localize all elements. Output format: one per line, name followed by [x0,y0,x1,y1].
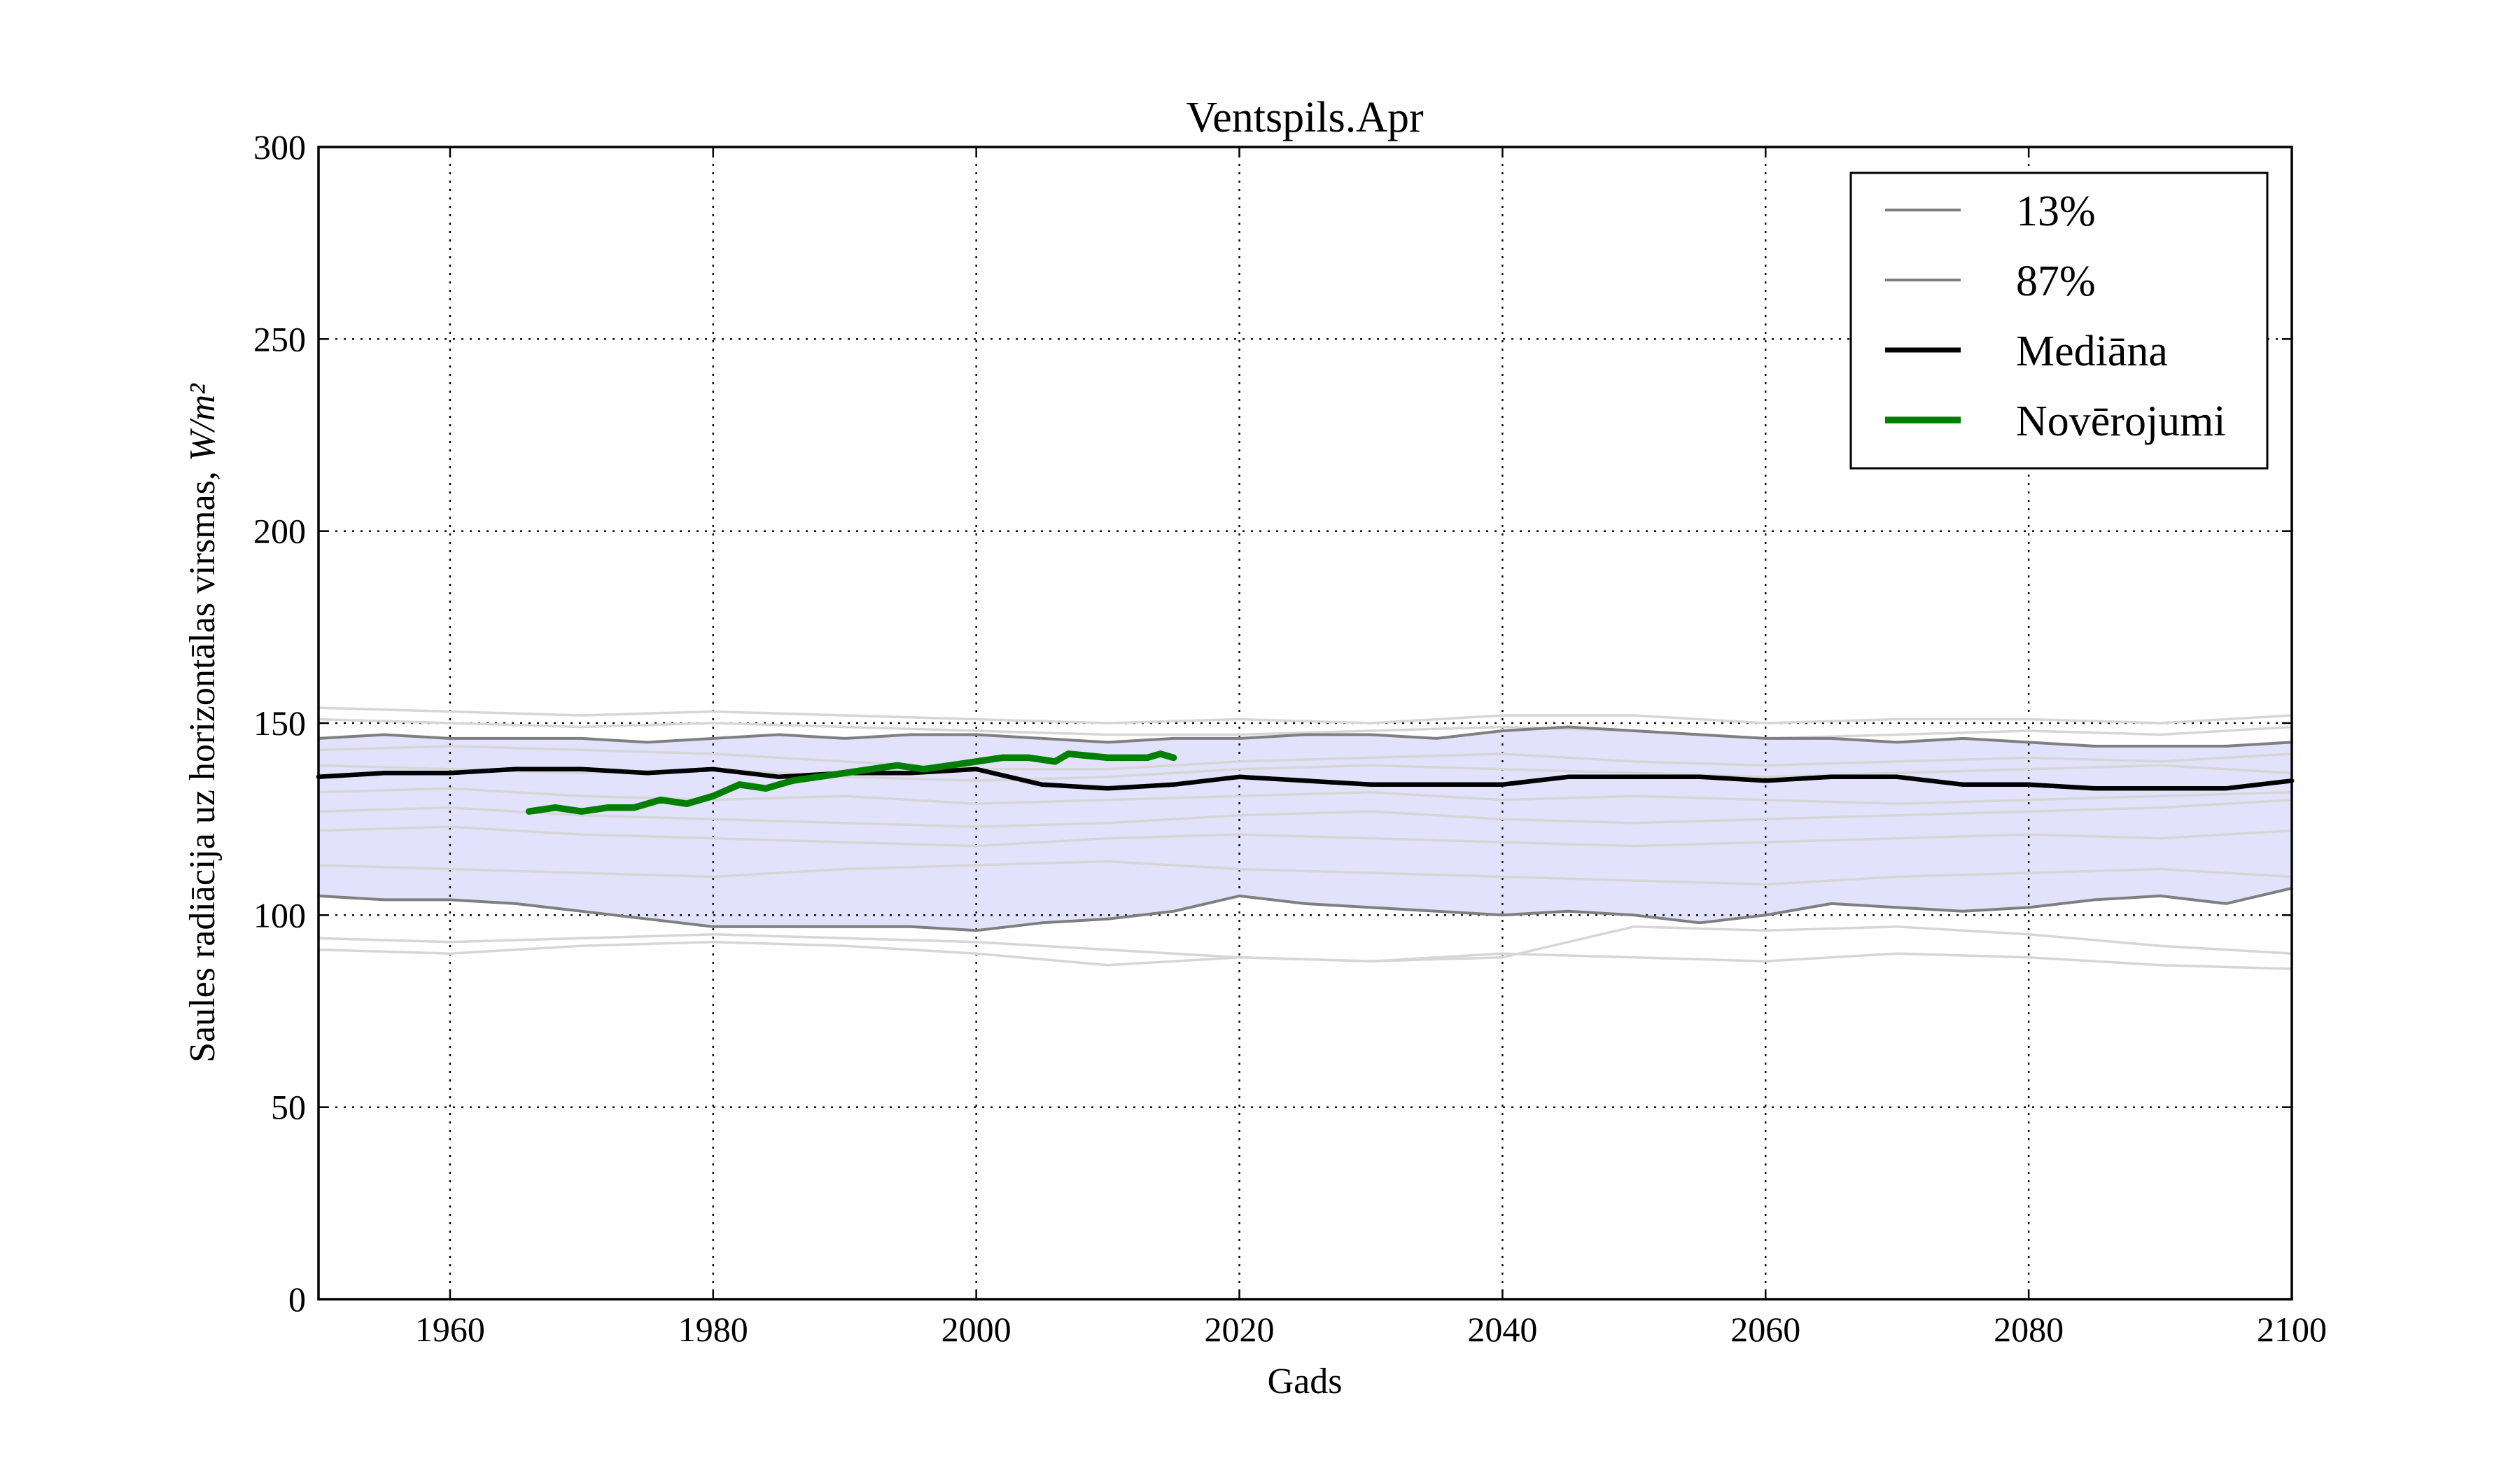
y-axis-label-unit: W/m² [183,383,223,461]
ensemble-line-member-1 [318,706,2292,724]
y-axis-label-text: Saules radiācija uz horizontālas virsmas… [183,471,223,1063]
series-line-p87 [317,725,2293,748]
chart-title: Ventspils.Apr [1186,94,1424,141]
ensemble-line-member-8 [318,860,2292,886]
series-line-p13 [317,886,2293,932]
legend-label-observed: Novērojumi [2016,398,2226,445]
x-tick-label: 2080 [1994,1310,2064,1349]
x-tick-label: 2000 [941,1310,1011,1349]
y-tick-label: 100 [253,895,306,934]
legend-label-p87: 87% [2016,258,2096,305]
ensemble-line-member-10 [318,925,2292,967]
legend: 13% 87% Mediāna Novērojumi [1849,172,2269,470]
y-tick-label: 50 [271,1088,306,1127]
ensemble-line-member-3 [318,745,2292,771]
grid-layer [318,147,2292,1299]
x-tick-label: 1960 [415,1310,485,1349]
ensemble-layer [318,706,2292,970]
ensemble-line-member-5 [318,787,2292,805]
x-tick-label: 2040 [1467,1310,1537,1349]
x-tick-label: 2060 [1730,1310,1800,1349]
series-line-median [316,766,2295,791]
x-tick-label: 2020 [1205,1310,1275,1349]
ensemble-line-member-2 [318,718,2292,740]
legend-label-median: Mediāna [2016,328,2168,375]
legend-items: 13% 87% Mediāna Novērojumi [1885,188,2226,445]
y-tick-label: 250 [253,319,306,358]
ensemble-line-member-7 [318,825,2292,848]
x-tick-label: 1980 [678,1310,748,1349]
y-tick-label: 0 [288,1280,306,1319]
y-tick-label: 300 [253,127,306,167]
series-layer [316,725,2295,932]
y-tick-label: 150 [253,704,306,743]
y-axis-label: Saules radiācija uz horizontālas virsmas… [183,383,223,1063]
ensemble-line-member-9 [318,933,2292,970]
tick-layer: 1960 1980 2000 2020 2040 2060 2080 2100 0 50 100 15… [253,127,2327,1349]
y-tick-label: 200 [253,512,306,551]
ensemble-line-member-6 [318,798,2292,828]
series-line-observed [525,750,1177,815]
x-tick-label: 2100 [2257,1310,2327,1349]
x-axis-label: Gads [1268,1362,1343,1401]
legend-label-p13: 13% [2016,188,2096,235]
